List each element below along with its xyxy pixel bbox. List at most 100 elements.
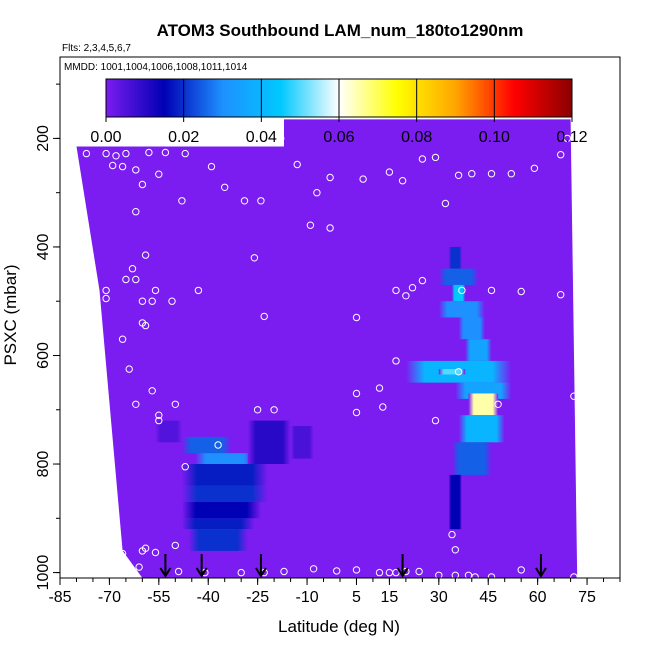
x-tick-label: -40	[197, 589, 220, 606]
heatmap-cell	[465, 339, 492, 361]
observation-point	[277, 134, 285, 143]
heatmap-cell	[468, 393, 499, 416]
observation-point	[487, 170, 496, 178]
heatmap-layer	[76, 119, 578, 579]
heatmap-cell	[290, 426, 314, 459]
observation-point	[454, 368, 463, 376]
observation-point	[471, 573, 479, 581]
observation-point	[181, 463, 189, 471]
observation-point	[118, 549, 127, 558]
observation-point	[138, 180, 147, 189]
x-axis-title: Latitude (deg N)	[278, 617, 400, 636]
heatmap-cell	[155, 420, 182, 443]
y-tick-label: 200	[35, 125, 52, 152]
x-tick-label: -85	[48, 589, 71, 606]
observation-point	[563, 134, 571, 143]
observation-point	[468, 170, 476, 178]
observation-point	[181, 149, 189, 158]
x-tick-label: 45	[479, 589, 497, 606]
observation-point	[352, 566, 361, 574]
y-axis: 200 400 600 800 1000	[35, 83, 60, 590]
observation-point	[408, 284, 417, 292]
observation-point	[458, 286, 466, 295]
observation-point	[221, 183, 229, 192]
observation-point	[309, 565, 318, 573]
observation-point	[132, 166, 140, 174]
heatmap-cell	[448, 246, 462, 269]
observation-point	[102, 286, 110, 295]
observation-point	[253, 406, 262, 414]
observation-point	[155, 416, 163, 425]
observation-point	[392, 568, 400, 577]
observation-point	[132, 208, 140, 216]
observation-point	[557, 291, 565, 299]
chart-title: ATOM3 Southbound LAM_num_180to1290nm	[157, 21, 524, 40]
observation-point	[392, 286, 400, 295]
colorbar-tick-label: 0.00	[90, 129, 121, 146]
observation-point	[112, 152, 120, 160]
x-tick-label: 5	[352, 589, 361, 606]
observation-point	[207, 162, 216, 171]
heatmap-cell	[458, 415, 505, 443]
observation-point	[557, 151, 565, 159]
heatmap-cell	[181, 464, 268, 486]
observation-point	[102, 149, 110, 158]
observation-point	[530, 164, 539, 173]
observation-point	[451, 546, 459, 554]
x-tick-label: -70	[98, 589, 121, 606]
observation-point	[109, 541, 117, 550]
observation-point	[379, 403, 387, 411]
observation-point	[326, 224, 334, 232]
observation-point	[570, 392, 578, 400]
observation-point	[517, 287, 525, 296]
observation-point	[178, 197, 186, 205]
x-axis: -85 -70 -55 -40 -25 -10 5 15 30 45 60 75	[48, 578, 621, 606]
observation-point	[128, 265, 137, 273]
observation-point	[517, 566, 525, 574]
observation-point	[141, 251, 150, 259]
observation-point	[148, 297, 156, 305]
flight-arrow	[255, 554, 267, 578]
observation-point	[125, 365, 133, 373]
colorbar-tick-label: 0.10	[479, 129, 510, 146]
observation-point	[102, 294, 110, 303]
observation-point	[313, 189, 321, 197]
x-tick-label: -25	[246, 589, 269, 606]
observation-point	[161, 148, 170, 157]
observation-point	[151, 548, 160, 557]
flight-arrow	[535, 554, 547, 578]
observation-point	[138, 297, 147, 305]
observation-point	[151, 286, 160, 295]
heatmap-cell	[181, 436, 232, 454]
observation-point	[431, 153, 440, 162]
x-tick-label: 30	[430, 589, 448, 606]
observation-point	[494, 400, 502, 408]
colorbar-tick-label: 0.04	[246, 129, 277, 146]
flight-arrow	[159, 554, 172, 578]
observation-point	[352, 313, 361, 322]
colorbar-tick-label: 0.12	[556, 129, 587, 146]
observation-point	[138, 319, 147, 327]
observation-point	[118, 335, 127, 343]
observation-point	[352, 408, 361, 417]
observation-point	[306, 221, 315, 229]
observation-point	[398, 177, 407, 185]
observation-point	[454, 171, 463, 180]
observation-point	[570, 573, 578, 581]
observation-point	[375, 384, 384, 392]
heatmap-cell	[181, 518, 255, 530]
observation-point	[487, 573, 496, 581]
colorbar-tick-label: 0.08	[401, 129, 432, 146]
observation-point	[418, 276, 427, 285]
colorbar-tick-label: 0.06	[323, 129, 354, 146]
observation-point	[375, 568, 384, 577]
heatmap-cell	[438, 369, 466, 375]
observation-point	[214, 441, 222, 449]
flight-arrow	[195, 554, 208, 578]
observation-point	[250, 254, 259, 262]
y-axis-title: PSXC (mbar)	[1, 264, 20, 365]
observation-point	[333, 567, 341, 575]
heatmap-cell	[452, 442, 492, 475]
observation-point	[487, 286, 496, 295]
